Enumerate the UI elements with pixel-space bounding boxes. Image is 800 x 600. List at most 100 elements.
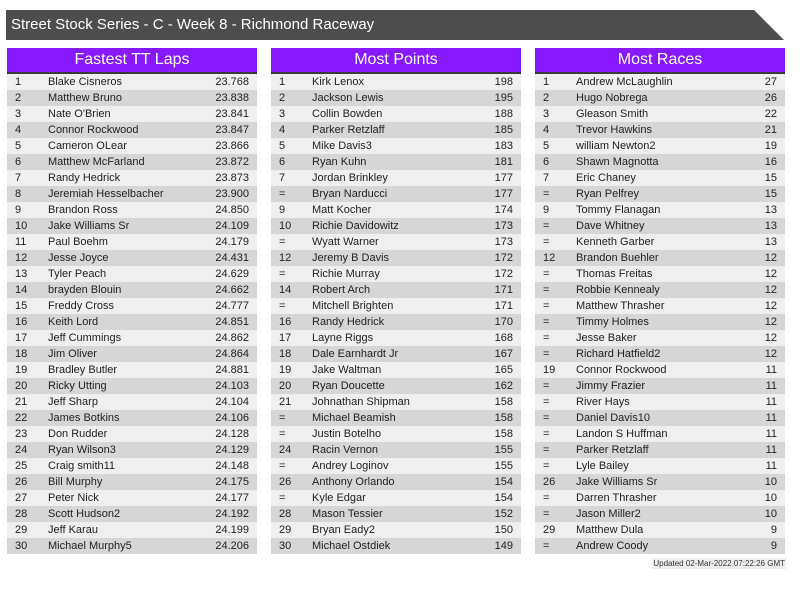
table-row: 1 Kirk Lenox 198: [271, 74, 521, 90]
driver-name-cell: Anthony Orlando: [312, 476, 395, 488]
table-row: = Daniel Davis10 11: [535, 410, 785, 426]
driver-name-cell: Mike Davis3: [312, 140, 372, 152]
driver-name-cell: Wyatt Warner: [312, 236, 379, 248]
driver-name-cell: Michael Beamish: [312, 412, 396, 424]
driver-name-cell: Collin Bowden: [312, 108, 383, 120]
value-cell: 22: [764, 108, 777, 120]
rank-cell: 17: [279, 332, 292, 344]
driver-name-cell: Hugo Nobrega: [576, 92, 648, 104]
table-row: 24 Racin Vernon 155: [271, 442, 521, 458]
driver-name-cell: Jeff Karau: [48, 524, 98, 536]
value-cell: 24.206: [215, 540, 249, 552]
driver-name-cell: Brandon Ross: [48, 204, 118, 216]
rank-cell: 23: [15, 428, 28, 440]
table-row: 26 Jake Williams Sr 10: [535, 474, 785, 490]
table-row: 15 Freddy Cross 24.777: [7, 298, 257, 314]
table-row: 20 Ricky Utting 24.103: [7, 378, 257, 394]
value-cell: 174: [494, 204, 513, 216]
value-cell: 27: [764, 76, 777, 88]
table-row: 27 Peter Nick 24.177: [7, 490, 257, 506]
rank-cell: 12: [543, 252, 556, 264]
rank-cell: 5: [543, 140, 550, 152]
rank-cell: 10: [15, 220, 28, 232]
driver-name-cell: Trevor Hawkins: [576, 124, 652, 136]
value-cell: 24.104: [215, 396, 249, 408]
rank-cell: =: [279, 492, 286, 504]
table-row: 19 Jake Waltman 165: [271, 362, 521, 378]
value-cell: 23.900: [215, 188, 249, 200]
value-cell: 15: [764, 188, 777, 200]
value-cell: 23.873: [215, 172, 249, 184]
driver-name-cell: Jeff Sharp: [48, 396, 98, 408]
driver-name-cell: Jackson Lewis: [312, 92, 384, 104]
table-row: = Jesse Baker 12: [535, 330, 785, 346]
driver-name-cell: Ryan Wilson3: [48, 444, 116, 456]
value-cell: 149: [494, 540, 513, 552]
rank-cell: =: [543, 236, 550, 248]
rank-cell: 24: [15, 444, 28, 456]
rank-cell: 20: [279, 380, 292, 392]
table-row: = Robbie Kennealy 12: [535, 282, 785, 298]
rank-cell: 29: [543, 524, 556, 536]
driver-name-cell: Kirk Lenox: [312, 76, 364, 88]
value-cell: 24.128: [215, 428, 249, 440]
value-cell: 24.109: [215, 220, 249, 232]
driver-name-cell: Matthew Dula: [576, 524, 644, 536]
value-cell: 154: [494, 476, 513, 488]
value-cell: 195: [494, 92, 513, 104]
driver-name-cell: Jesse Baker: [576, 332, 637, 344]
table-row: 1 Blake Cisneros 23.768: [7, 74, 257, 90]
driver-name-cell: Jeff Cummings: [48, 332, 122, 344]
table-row: 5 william Newton2 19: [535, 138, 785, 154]
value-cell: 12: [764, 268, 777, 280]
rank-cell: 8: [15, 188, 22, 200]
rank-cell: 14: [15, 284, 28, 296]
table-heading: Fastest TT Laps: [7, 48, 257, 74]
value-cell: 24.175: [215, 476, 249, 488]
driver-name-cell: Ryan Pelfrey: [576, 188, 639, 200]
driver-name-cell: Jeremiah Hesselbacher: [48, 188, 164, 200]
value-cell: 150: [494, 524, 513, 536]
rank-cell: 5: [15, 140, 22, 152]
value-cell: 15: [764, 172, 777, 184]
value-cell: 24.864: [215, 348, 249, 360]
rank-cell: =: [279, 412, 286, 424]
table-row: 28 Scott Hudson2 24.192: [7, 506, 257, 522]
rank-cell: =: [543, 284, 550, 296]
table-row: 28 Mason Tessier 152: [271, 506, 521, 522]
rank-cell: 18: [15, 348, 28, 360]
driver-name-cell: James Botkins: [48, 412, 120, 424]
rank-cell: =: [279, 188, 286, 200]
rank-cell: 4: [543, 124, 550, 136]
value-cell: 13: [764, 204, 777, 216]
table-row: = Dave Whitney 13: [535, 218, 785, 234]
rank-cell: =: [279, 428, 286, 440]
rank-cell: 21: [279, 396, 292, 408]
rank-cell: 28: [279, 508, 292, 520]
rank-cell: 3: [15, 108, 22, 120]
driver-name-cell: River Hays: [576, 396, 630, 408]
table-row: = Parker Retzlaff 11: [535, 442, 785, 458]
table-row: 7 Randy Hedrick 23.873: [7, 170, 257, 186]
rank-cell: 16: [279, 316, 292, 328]
driver-name-cell: Tyler Peach: [48, 268, 107, 280]
driver-name-cell: Paul Boehm: [48, 236, 108, 248]
table-row: 2 Hugo Nobrega 26: [535, 90, 785, 106]
table-row: 2 Matthew Bruno 23.838: [7, 90, 257, 106]
value-cell: 16: [764, 156, 777, 168]
rank-cell: 25: [15, 460, 28, 472]
rank-cell: =: [543, 332, 550, 344]
driver-name-cell: Richie Davidowitz: [312, 220, 399, 232]
rank-cell: =: [543, 348, 550, 360]
table-row: 9 Brandon Ross 24.850: [7, 202, 257, 218]
value-cell: 185: [494, 124, 513, 136]
table-row: 29 Jeff Karau 24.199: [7, 522, 257, 538]
driver-name-cell: Robbie Kennealy: [576, 284, 660, 296]
driver-name-cell: Jimmy Frazier: [576, 380, 646, 392]
rank-cell: 11: [15, 236, 27, 248]
value-cell: 24.862: [215, 332, 249, 344]
table-row: = Darren Thrasher 10: [535, 490, 785, 506]
driver-name-cell: Michael Murphy5: [48, 540, 132, 552]
driver-name-cell: Richie Murray: [312, 268, 380, 280]
value-cell: 13: [764, 236, 777, 248]
